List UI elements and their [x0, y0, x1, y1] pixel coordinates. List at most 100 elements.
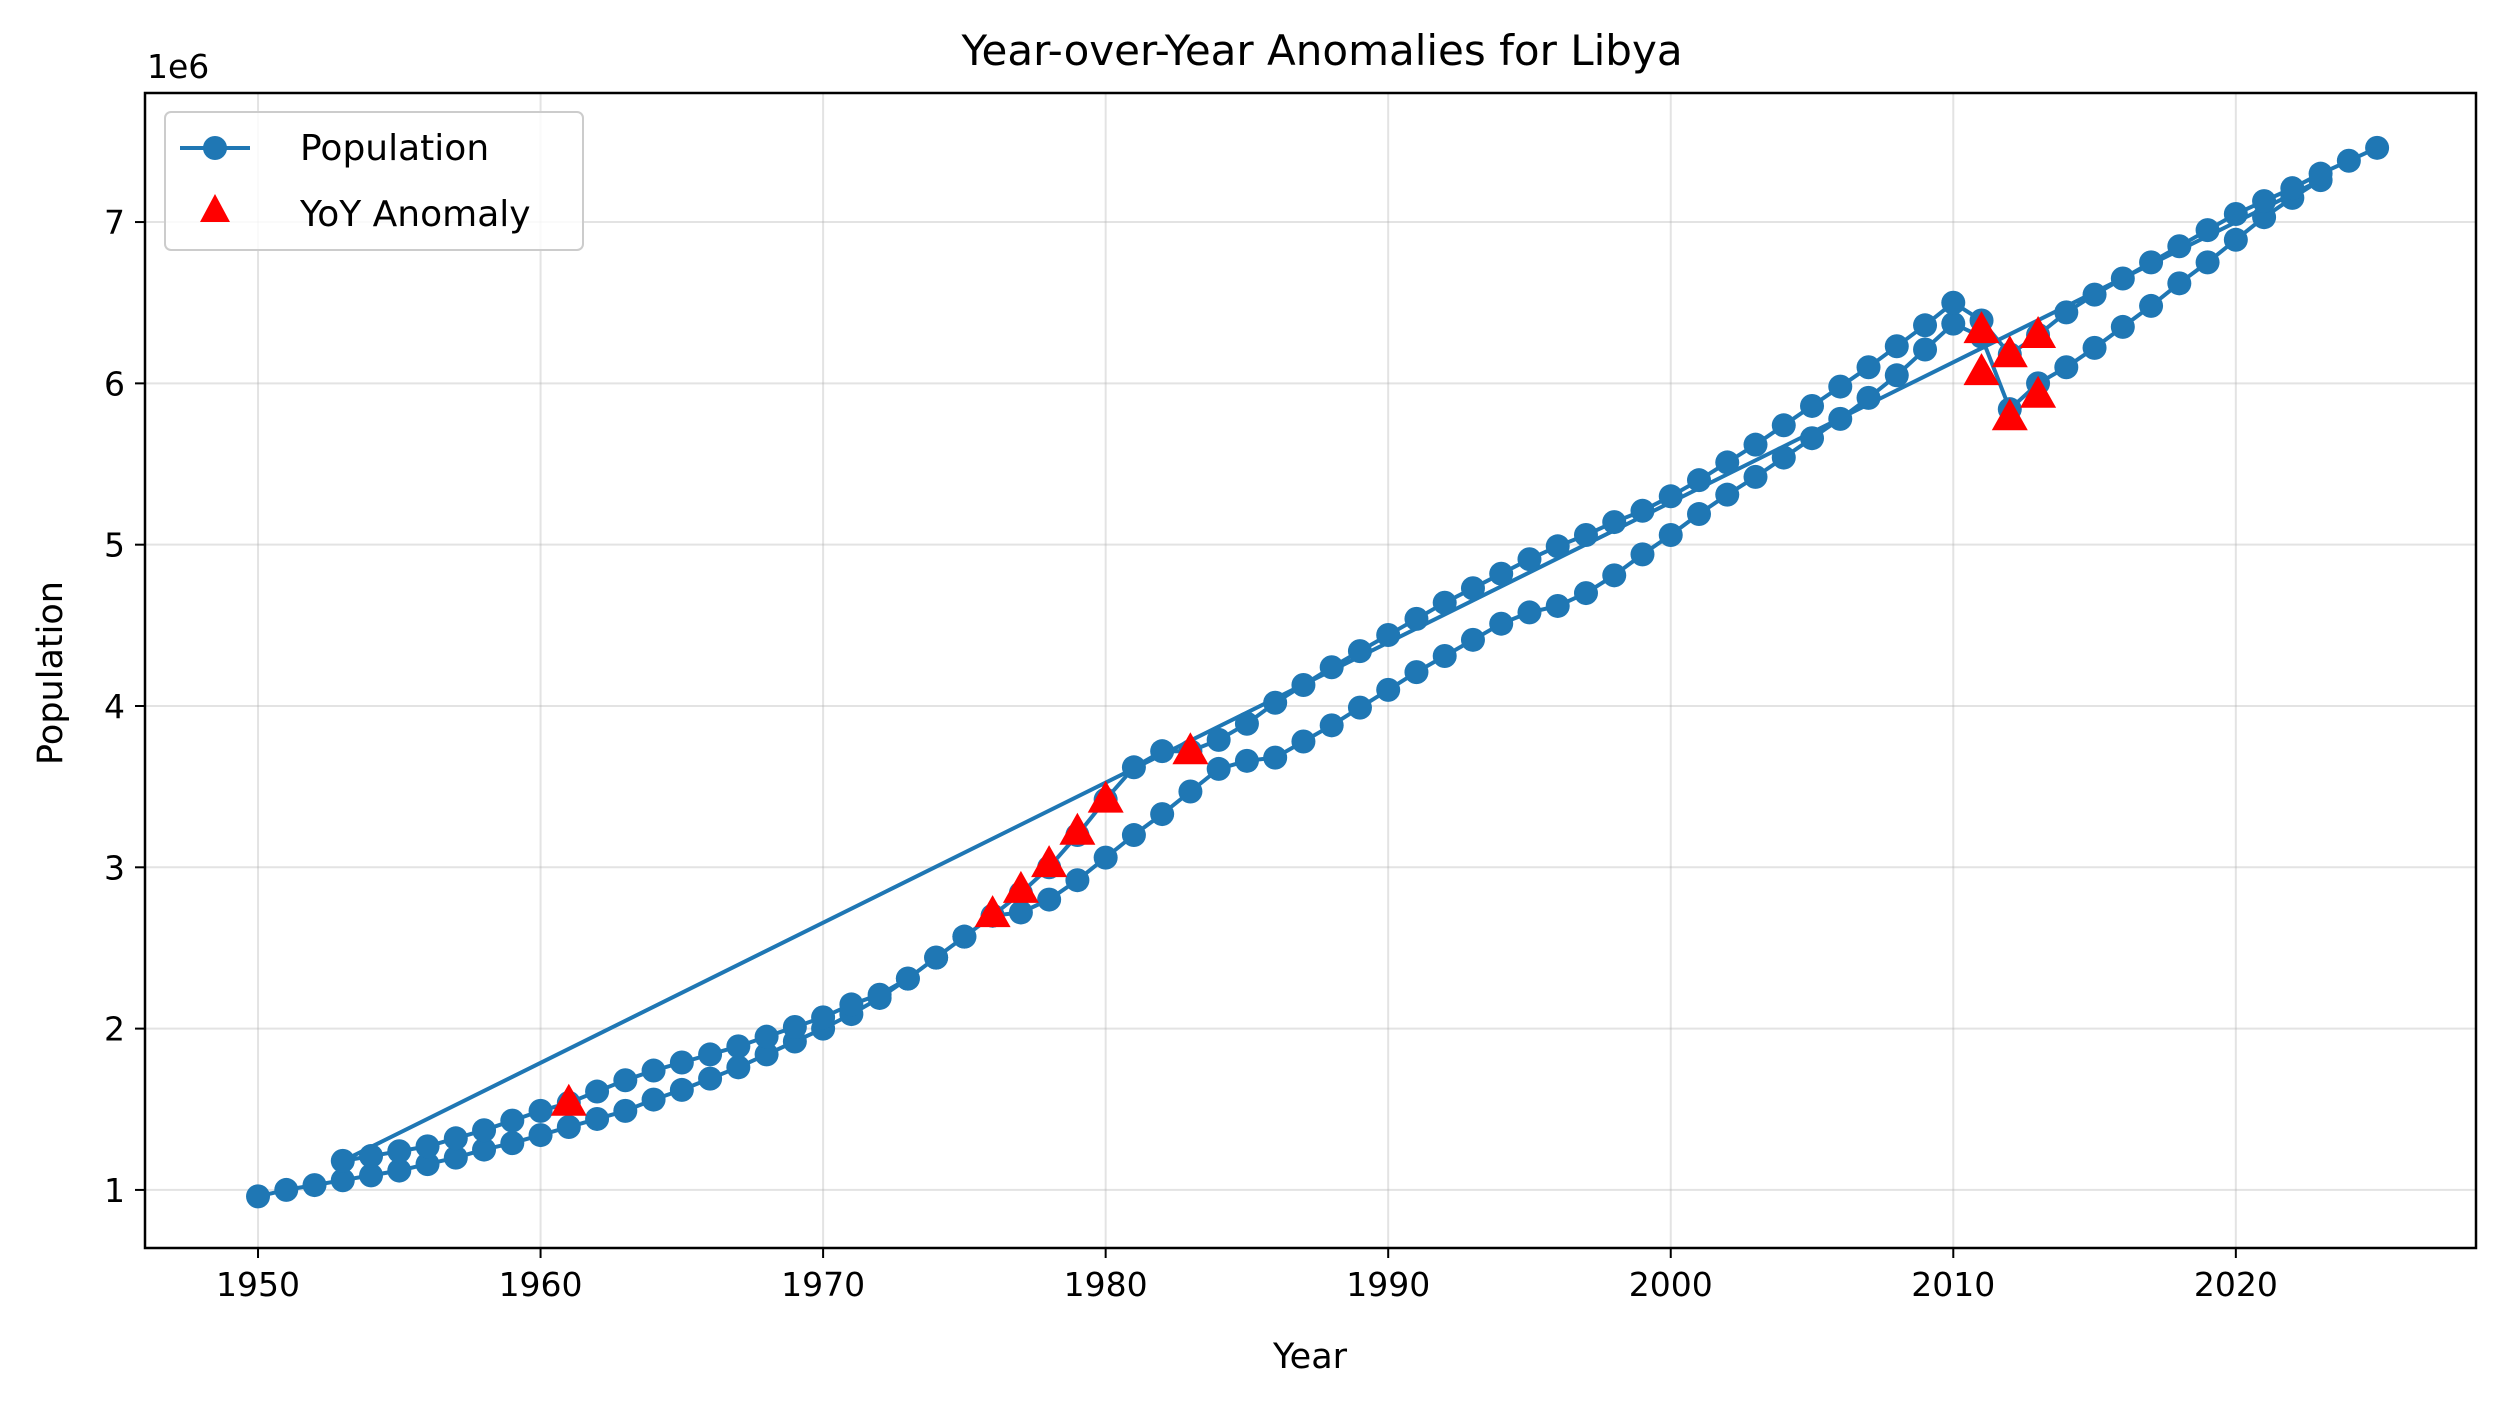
population-point — [811, 1005, 836, 1030]
population-point — [1178, 779, 1203, 804]
population-point — [782, 1015, 807, 1040]
legend-population-label: Population — [300, 128, 489, 169]
population-point — [1319, 713, 1344, 738]
population-point — [613, 1068, 638, 1093]
anomaly-marker — [1087, 780, 1124, 813]
population-point — [1913, 337, 1938, 362]
population-point — [2195, 218, 2220, 243]
population-point — [1065, 868, 1090, 893]
x-axis-label: Year — [1272, 1337, 1348, 1377]
population-point — [2336, 148, 2361, 173]
population-point — [1093, 845, 1118, 870]
population-point — [1291, 673, 1316, 698]
population-point — [1404, 660, 1429, 685]
population-point — [387, 1158, 412, 1183]
population-point — [1150, 802, 1175, 827]
x-tick-label: 1990 — [1346, 1265, 1430, 1304]
population-point — [1234, 711, 1259, 736]
population-point — [2308, 161, 2333, 186]
population-point — [1800, 426, 1825, 451]
population-point — [472, 1118, 497, 1143]
y-tick-label: 1 — [104, 1171, 125, 1210]
anomaly-marker — [2020, 316, 2057, 348]
population-point — [895, 966, 920, 991]
population-point — [1291, 729, 1316, 754]
population-point — [443, 1145, 468, 1170]
population-point — [1630, 542, 1655, 567]
x-tick-label: 1970 — [781, 1265, 865, 1304]
anomaly-marker — [1002, 870, 1039, 903]
x-tick-label: 1960 — [499, 1265, 583, 1304]
population-point — [443, 1126, 468, 1151]
population-point — [1347, 695, 1372, 720]
population-point — [1150, 739, 1175, 764]
population-point — [1517, 547, 1542, 572]
population-point — [1319, 655, 1344, 680]
population-point — [1263, 690, 1288, 715]
population-point — [1121, 755, 1146, 780]
population-point — [1771, 413, 1796, 438]
population-point — [1743, 432, 1768, 457]
x-tick-label: 1950 — [216, 1265, 300, 1304]
anomaly-marker — [1991, 335, 2028, 368]
population-point — [1206, 727, 1231, 752]
x-tick-label: 2000 — [1629, 1265, 1713, 1304]
population-point — [2082, 282, 2107, 307]
population-point — [2223, 201, 2248, 226]
population-point — [641, 1058, 666, 1083]
anomaly-marker — [974, 895, 1011, 928]
population-point — [726, 1055, 751, 1080]
population-point — [1234, 748, 1259, 773]
population-point — [359, 1163, 384, 1188]
population-point — [1687, 502, 1711, 527]
population-point — [2223, 227, 2248, 252]
population-point — [246, 1184, 271, 1209]
population-point — [1715, 482, 1740, 507]
population-point — [500, 1131, 525, 1156]
x-tick-label: 2020 — [2194, 1265, 2278, 1304]
population-point — [472, 1137, 497, 1162]
population-point — [1008, 900, 1033, 925]
population-point — [1432, 643, 1457, 668]
population-point — [1715, 450, 1740, 475]
population-point — [1941, 311, 1966, 336]
population-point — [1376, 677, 1401, 702]
plot-area — [246, 135, 2390, 1209]
population-point — [1771, 445, 1796, 470]
population-point — [2110, 266, 2135, 291]
population-point — [1658, 522, 1683, 547]
anomaly-marker — [550, 1083, 587, 1116]
population-point — [1573, 581, 1598, 606]
population-point — [1263, 745, 1288, 770]
gridlines — [145, 93, 2476, 1248]
population-point — [1545, 593, 1570, 618]
population-point — [1460, 576, 1485, 601]
anomaly-marker — [1963, 311, 2000, 344]
population-point — [1602, 510, 1627, 535]
y-tick-label: 7 — [104, 203, 125, 242]
population-point — [2054, 300, 2079, 325]
population-point — [1602, 563, 1627, 588]
population-point — [1856, 385, 1881, 410]
population-point — [500, 1108, 525, 1133]
population-point — [1489, 561, 1514, 586]
anomaly-marker — [1059, 812, 1096, 845]
population-point — [2082, 335, 2107, 360]
population-point — [387, 1139, 412, 1164]
population-point — [669, 1050, 694, 1075]
population-point — [1630, 498, 1655, 523]
population-point — [1573, 522, 1598, 547]
legend: Population YoY Anomaly — [164, 111, 584, 251]
population-point — [2139, 250, 2164, 275]
population-point — [415, 1152, 440, 1177]
population-point — [528, 1098, 553, 1123]
population-point — [641, 1087, 666, 1112]
population-point — [698, 1066, 723, 1091]
population-point — [415, 1134, 440, 1159]
population-point — [754, 1024, 779, 1049]
anomaly-marker — [1963, 353, 2000, 386]
population-point — [330, 1148, 355, 1173]
population-point — [1828, 374, 1853, 399]
population-point — [274, 1177, 299, 1202]
